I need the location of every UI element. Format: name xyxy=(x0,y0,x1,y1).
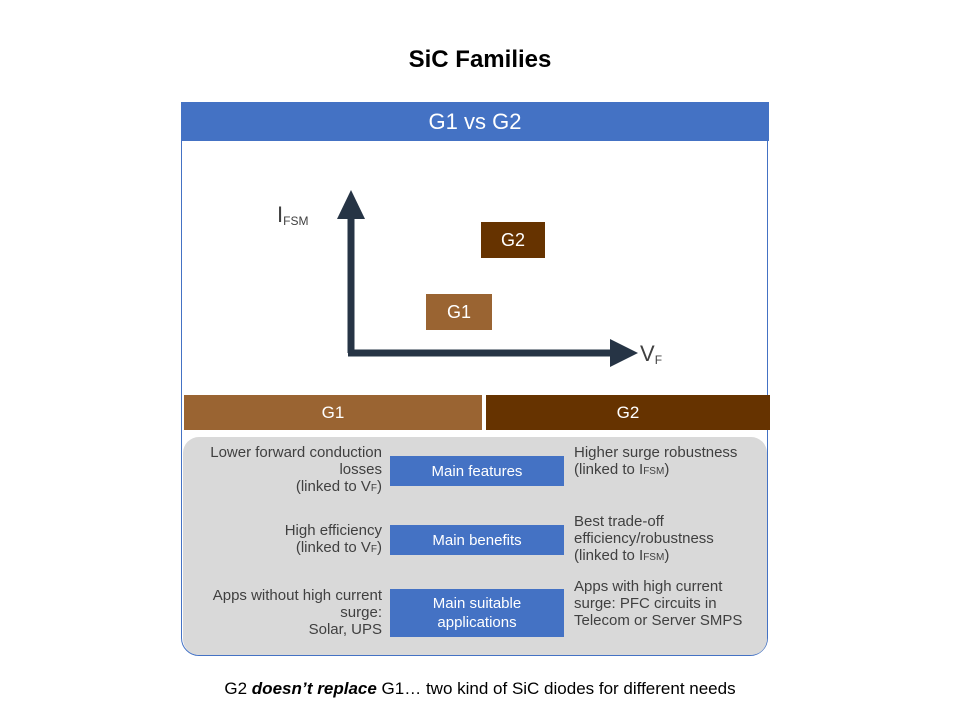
x-axis-arrowhead xyxy=(610,339,638,367)
g1-benefits-text: High efficiency (linked to VF) xyxy=(284,522,382,556)
slide-title: SiC Families xyxy=(408,46,552,73)
g2-applications-text: Apps with high current surge: PFC circui… xyxy=(574,578,743,629)
x-axis-label: VF xyxy=(640,341,663,367)
column-header-g2: G2 xyxy=(486,395,770,430)
main-features-box: Main features xyxy=(390,456,564,486)
main-benefits-box: Main benefits xyxy=(390,525,564,555)
g1-features-text: Lower forward conduction losses (linked … xyxy=(210,444,382,495)
g2-benefits-text: Best trade-off efficiency/robustness (li… xyxy=(574,513,714,564)
g1-box: G1 xyxy=(426,294,492,330)
main-applications-box: Main suitable applications xyxy=(390,589,564,637)
footer-note: G2 doesn’t replace G1… two kind of SiC d… xyxy=(224,679,736,698)
g1-applications-text: Apps without high current surge: Solar, … xyxy=(212,587,382,638)
g2-features-text: Higher surge robustness (linked to IFSM) xyxy=(574,444,738,478)
y-axis-label: IFSM xyxy=(277,202,309,228)
comparison-header: G1 vs G2 xyxy=(181,102,769,141)
g2-box: G2 xyxy=(481,222,545,258)
y-axis-arrowhead xyxy=(337,190,365,219)
main-applications-line-2: applications xyxy=(437,614,517,631)
main-applications-line-1: Main suitable xyxy=(432,595,522,612)
column-header-g1: G1 xyxy=(184,395,482,430)
